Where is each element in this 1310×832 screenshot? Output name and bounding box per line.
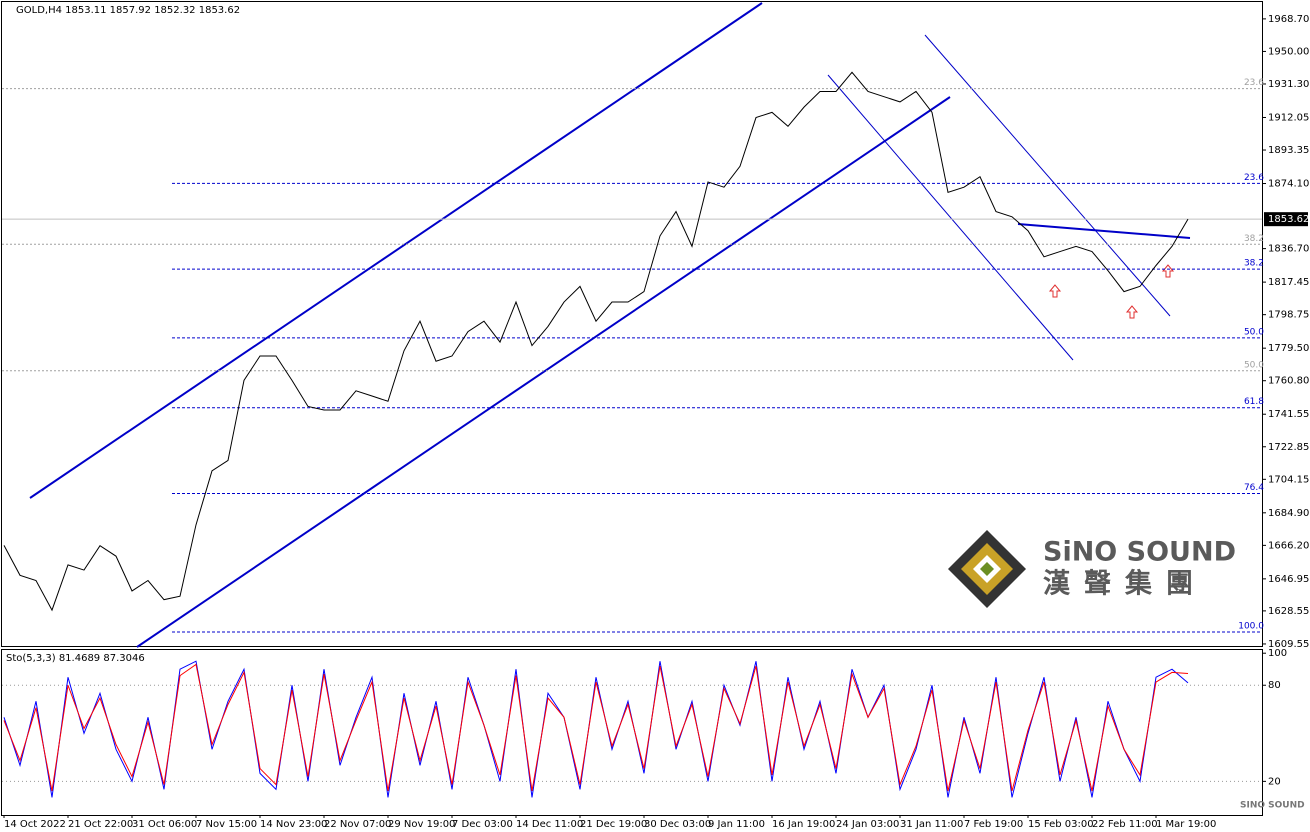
x-tick-label: 14 Oct 2022 [4, 819, 66, 830]
watermark-brand: SiNO SOUND [1043, 537, 1236, 568]
up-arrow [1125, 305, 1139, 319]
y-tick-label: 1931.30 [1268, 79, 1309, 90]
x-tick-label: 22 Nov 07:00 [324, 819, 391, 830]
y-tick-label: 1646.95 [1268, 574, 1309, 585]
symbol-info: GOLD,H4 1853.11 1857.92 1852.32 1853.62 [16, 5, 240, 16]
fib-label: 38.2 [1244, 234, 1264, 244]
y-tick-label: 1893.35 [1268, 145, 1309, 156]
y-tick-label: 20 [1268, 776, 1281, 787]
y-tick-label: 1874.10 [1268, 179, 1309, 190]
fib-label: 61.8 [1244, 397, 1264, 407]
x-tick-label: 24 Jan 03:00 [836, 819, 899, 830]
x-tick-label: 29 Nov 19:00 [388, 819, 455, 830]
x-tick-label: 31 Jan 11:00 [900, 819, 963, 830]
current-price-label: 1853.62 [1268, 214, 1309, 225]
y-tick-label: 1817.45 [1268, 277, 1309, 288]
up-arrow [1161, 264, 1175, 278]
neckline [1017, 223, 1191, 239]
watermark-chinese: 漢聲集團 [1043, 568, 1207, 600]
y-tick-label: 1722.85 [1268, 442, 1309, 453]
fib-label: 23.6 [1244, 78, 1264, 88]
x-tick-label: 9 Jan 11:00 [708, 819, 765, 830]
oscillator-frame [1, 649, 1263, 816]
x-tick-label: 7 Feb 19:00 [964, 819, 1023, 830]
y-tick-label: 1968.70 [1268, 14, 1309, 25]
fib-label: 50.0 [1244, 327, 1264, 337]
x-tick-label: 1 Mar 19:00 [1156, 819, 1216, 830]
x-tick-label: 21 Oct 22:00 [68, 819, 133, 830]
current-price-box [1264, 212, 1308, 227]
y-tick-label: 1798.75 [1268, 310, 1309, 321]
y-tick-label: 1741.55 [1268, 409, 1309, 420]
x-tick-label: 31 Oct 06:00 [132, 819, 197, 830]
fib-label: 23.6 [1244, 173, 1264, 183]
series-line [3, 663, 1189, 792]
y-tick-label: 80 [1268, 680, 1281, 691]
y-tick-label: 1609.55 [1268, 639, 1309, 650]
y-tick-label: 1684.90 [1268, 508, 1309, 519]
x-tick-label: 30 Dec 03:00 [644, 819, 711, 830]
y-tick-label: 1779.50 [1268, 343, 1309, 354]
fib-label: 38.2 [1244, 259, 1264, 269]
x-tick-label: 7 Dec 03:00 [452, 819, 513, 830]
channel-upper [29, 2, 763, 499]
main-frame [1, 1, 1263, 647]
y-tick-label: 1628.55 [1268, 606, 1309, 617]
y-tick-label: 100 [1268, 648, 1287, 659]
fib-label: 50.0 [1244, 360, 1264, 370]
y-tick-label: 1950.00 [1268, 46, 1309, 57]
down-channel-lower [827, 74, 1074, 361]
series-line [3, 71, 1189, 612]
y-tick-label: 1912.05 [1268, 112, 1309, 123]
x-tick-label: 7 Nov 15:00 [196, 819, 257, 830]
arrows [1048, 264, 1175, 319]
x-tick-label: 16 Jan 19:00 [772, 819, 835, 830]
logo-core [980, 562, 994, 576]
x-tick-label: 15 Feb 03:00 [1028, 819, 1094, 830]
up-arrow [1048, 284, 1062, 298]
x-tick-label: 14 Nov 23:00 [260, 819, 327, 830]
x-tick-label: 14 Dec 11:00 [516, 819, 583, 830]
y-tick-label: 1836.70 [1268, 244, 1309, 255]
indicator-info: Sto(5,3,3) 81.4689 87.3046 [6, 653, 145, 664]
x-tick-label: 22 Feb 11:00 [1092, 819, 1158, 830]
corner-logo: SINO SOUND [1240, 801, 1305, 811]
y-tick-label: 1704.15 [1268, 474, 1309, 485]
fib-label: 100.0 [1238, 622, 1264, 632]
channel-lower [136, 96, 951, 648]
fib-label: 76.4 [1244, 483, 1264, 493]
y-tick-label: 1666.20 [1268, 540, 1309, 551]
watermark-logo [948, 530, 1026, 608]
x-tick-label: 21 Dec 19:00 [580, 819, 647, 830]
y-tick-label: 1760.80 [1268, 376, 1309, 387]
